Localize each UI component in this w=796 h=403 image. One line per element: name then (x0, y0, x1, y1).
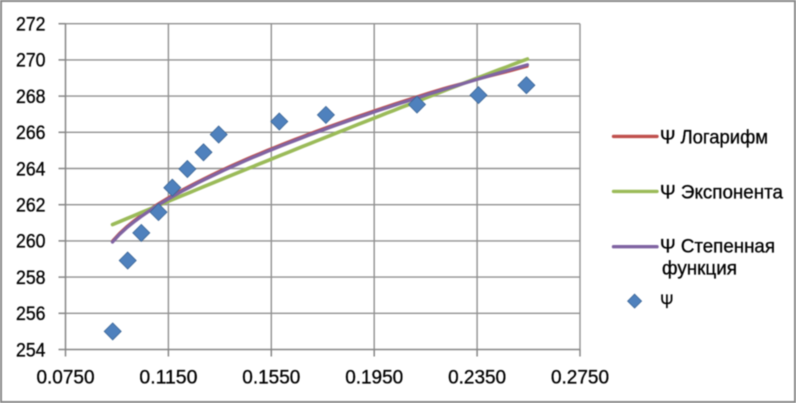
svg-text:0.2750: 0.2750 (551, 368, 609, 389)
svg-text:Ψ Логарифм: Ψ Логарифм (660, 127, 768, 148)
svg-text:260: 260 (16, 232, 46, 253)
svg-text:0.1150: 0.1150 (139, 368, 197, 389)
svg-text:Ψ: Ψ (660, 292, 673, 313)
svg-text:0.1550: 0.1550 (242, 368, 300, 389)
svg-text:266: 266 (16, 123, 46, 144)
svg-text:Ψ Степенная: Ψ Степенная (660, 237, 775, 258)
svg-text:0.0750: 0.0750 (37, 368, 95, 389)
svg-text:262: 262 (16, 196, 46, 217)
svg-text:272: 272 (16, 15, 46, 36)
svg-text:0.1950: 0.1950 (345, 368, 403, 389)
svg-text:256: 256 (16, 304, 46, 325)
svg-text:270: 270 (16, 51, 46, 72)
svg-text:268: 268 (16, 87, 46, 108)
svg-text:Ψ Экспонента: Ψ Экспонента (660, 182, 783, 203)
svg-text:0.2350: 0.2350 (448, 368, 506, 389)
svg-text:264: 264 (16, 159, 46, 180)
svg-text:функция: функция (662, 259, 737, 280)
svg-text:258: 258 (16, 268, 46, 289)
svg-text:254: 254 (16, 340, 46, 361)
